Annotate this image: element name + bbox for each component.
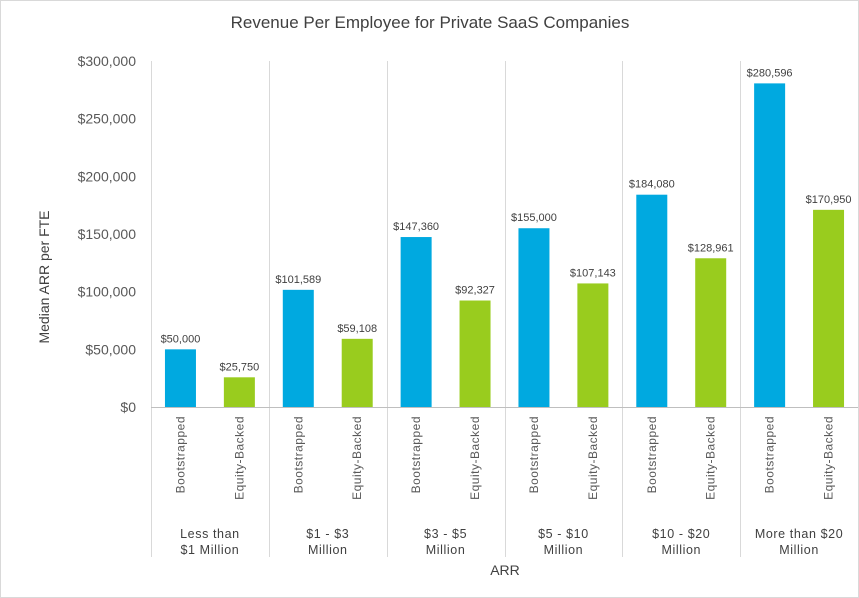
series-tick-labels: Bootstrapped Equity-Backed Bootstrapped Equ… bbox=[173, 416, 835, 500]
y-tick-label: $100,000 bbox=[78, 284, 137, 300]
series-tick-label: Equity-Backed bbox=[822, 416, 836, 500]
group-label: $1 - $3 bbox=[306, 527, 349, 541]
bar-bootstrapped bbox=[518, 228, 550, 407]
data-label: $25,750 bbox=[219, 361, 259, 373]
bar-equity-backed bbox=[459, 300, 491, 407]
group-label: Less than bbox=[180, 527, 240, 541]
y-axis-ticks: $0 $50,000 $100,000 $150,000 $200,000 $250,00… bbox=[78, 53, 137, 415]
series-tick-label: Equity-Backed bbox=[704, 416, 718, 500]
y-tick-label: $250,000 bbox=[78, 111, 137, 127]
series-tick-label: Equity-Backed bbox=[468, 416, 482, 500]
bar-equity-backed bbox=[695, 258, 727, 407]
y-tick-label: $0 bbox=[120, 399, 136, 415]
data-label: $128,961 bbox=[688, 242, 734, 254]
y-tick-label: $300,000 bbox=[78, 53, 137, 69]
y-axis-label: Median ARR per FTE bbox=[36, 210, 52, 343]
data-label: $155,000 bbox=[511, 212, 557, 224]
series-tick-label: Equity-Backed bbox=[232, 416, 246, 500]
data-label: $280,596 bbox=[747, 67, 793, 79]
data-label: $101,589 bbox=[275, 274, 321, 286]
group-label: Million bbox=[779, 543, 819, 557]
bars bbox=[164, 83, 845, 408]
y-tick-label: $150,000 bbox=[78, 226, 137, 242]
series-tick-label: Bootstrapped bbox=[173, 416, 187, 493]
series-tick-label: Equity-Backed bbox=[350, 416, 364, 500]
group-label: $3 - $5 bbox=[424, 527, 467, 541]
group-label: $5 - $10 bbox=[538, 527, 589, 541]
data-label: $107,143 bbox=[570, 267, 616, 279]
data-label: $147,360 bbox=[393, 221, 439, 233]
data-label: $184,080 bbox=[629, 179, 675, 191]
series-tick-label: Bootstrapped bbox=[763, 416, 777, 493]
series-tick-label: Bootstrapped bbox=[291, 416, 305, 493]
x-axis-label: ARR bbox=[490, 562, 520, 578]
group-label: $10 - $20 bbox=[652, 527, 710, 541]
series-tick-label: Bootstrapped bbox=[645, 416, 659, 493]
group-label: Million bbox=[426, 543, 466, 557]
group-label: Million bbox=[661, 543, 701, 557]
bar-bootstrapped bbox=[636, 194, 668, 407]
series-tick-label: Equity-Backed bbox=[586, 416, 600, 500]
data-label: $92,327 bbox=[455, 285, 495, 297]
data-label: $50,000 bbox=[161, 333, 201, 345]
bar-equity-backed bbox=[223, 377, 255, 407]
group-label: $1 Million bbox=[181, 543, 240, 557]
chart-title: Revenue Per Employee for Private SaaS Co… bbox=[231, 13, 630, 32]
y-tick-label: $200,000 bbox=[78, 168, 137, 184]
series-tick-label: Bootstrapped bbox=[527, 416, 541, 493]
bar-equity-backed bbox=[341, 338, 373, 407]
bar-equity-backed bbox=[577, 283, 609, 407]
data-label: $170,950 bbox=[806, 194, 852, 206]
group-separators bbox=[151, 61, 741, 557]
group-label: Million bbox=[544, 543, 584, 557]
bar-bootstrapped bbox=[282, 289, 314, 407]
bar-bootstrapped bbox=[754, 83, 786, 408]
data-label: $59,108 bbox=[337, 323, 377, 335]
y-tick-label: $50,000 bbox=[85, 341, 136, 357]
bar-equity-backed bbox=[813, 209, 845, 407]
group-label: More than $20 bbox=[755, 527, 843, 541]
series-tick-label: Bootstrapped bbox=[409, 416, 423, 493]
group-labels: Less than $1 Million $1 - $3 Million $3 - $5… bbox=[180, 527, 843, 557]
bar-bootstrapped bbox=[164, 349, 196, 407]
bar-bootstrapped bbox=[400, 237, 432, 407]
group-label: Million bbox=[308, 543, 348, 557]
data-labels: $50,000 $25,750 $101,589 $59,108 $147,360 $92… bbox=[161, 67, 852, 373]
